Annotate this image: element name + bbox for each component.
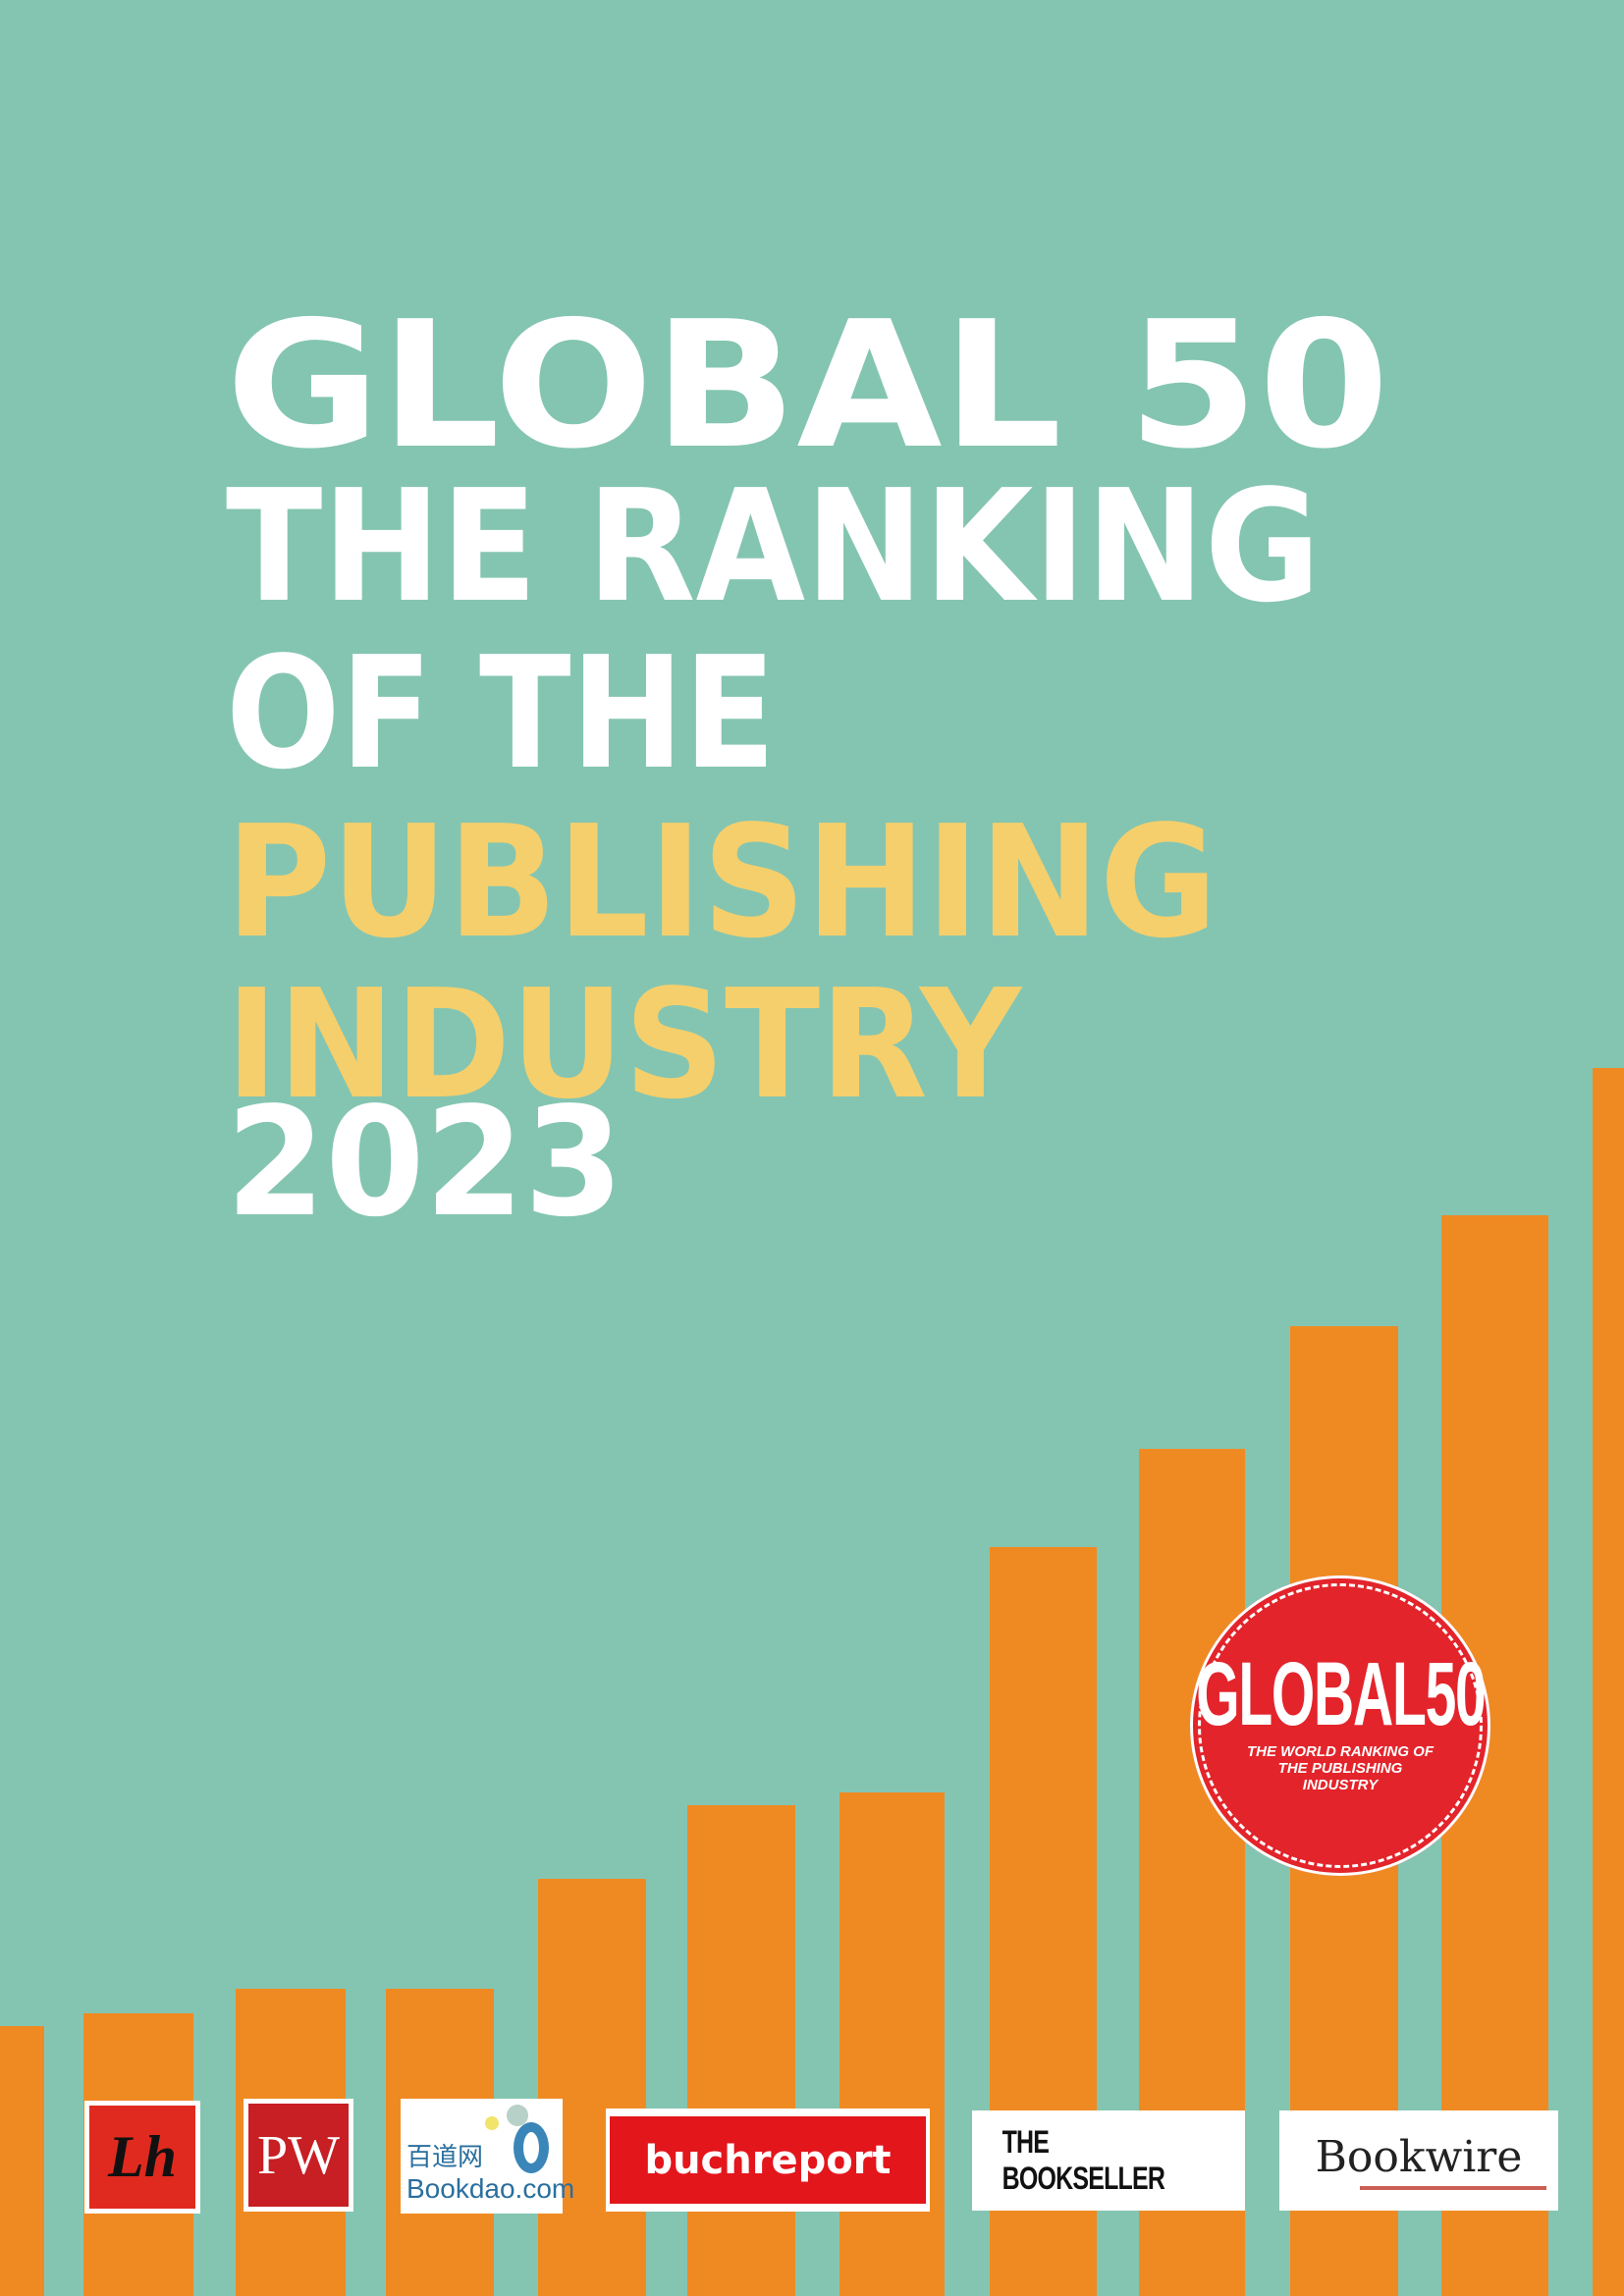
title-line-6: 2023 bbox=[226, 1076, 623, 1252]
livres-hebdo-logo: Lh bbox=[84, 2101, 200, 2214]
seal-title: GLOBAL50 bbox=[1195, 1643, 1487, 1744]
bookdao-chinese: 百道网 bbox=[406, 2143, 484, 2172]
decorative-bar bbox=[0, 2026, 44, 2296]
bookseller-logo: THE BOOKSELLER bbox=[972, 2110, 1245, 2211]
bookdao-english: Bookdao.com bbox=[406, 2173, 575, 2204]
bookwire-underline bbox=[1360, 2185, 1546, 2190]
publishers-weekly-logo: PW bbox=[244, 2099, 353, 2212]
seal-ring bbox=[1198, 1583, 1483, 1868]
publishers-weekly-text: PW bbox=[248, 2104, 349, 2207]
title-line-5: INDUSTRY bbox=[226, 958, 1021, 1134]
decorative-bar bbox=[687, 1805, 795, 2296]
bookdao-ring-icon bbox=[514, 2122, 549, 2173]
bookseller-text: THE BOOKSELLER bbox=[1001, 2124, 1165, 2196]
decorative-bar bbox=[538, 1879, 646, 2296]
title-line-3: OF THE bbox=[226, 623, 776, 804]
bookdao-logo: 百道网 Bookdao.com bbox=[401, 2099, 574, 2214]
global50-seal: GLOBAL50 THE WORLD RANKING OF THE PUBLIS… bbox=[1190, 1575, 1490, 1876]
title-line-1: GLOBAL 50 bbox=[226, 284, 1389, 488]
decorative-bar bbox=[839, 1792, 945, 2296]
bookwire-text: Bookwire bbox=[1315, 2131, 1523, 2182]
buchreport-text: buchreport bbox=[610, 2116, 926, 2204]
title-line-4: PUBLISHING bbox=[226, 792, 1218, 973]
bookdao-dot-icon bbox=[507, 2105, 528, 2126]
decorative-bar bbox=[1593, 1068, 1624, 2296]
livres-hebdo-text: Lh bbox=[89, 2106, 195, 2209]
title-line-2: THE RANKING bbox=[226, 456, 1321, 637]
bookdao-dot-icon bbox=[485, 2116, 499, 2130]
buchreport-logo: buchreport bbox=[606, 2109, 930, 2212]
bookwire-logo: Bookwire bbox=[1279, 2110, 1558, 2211]
